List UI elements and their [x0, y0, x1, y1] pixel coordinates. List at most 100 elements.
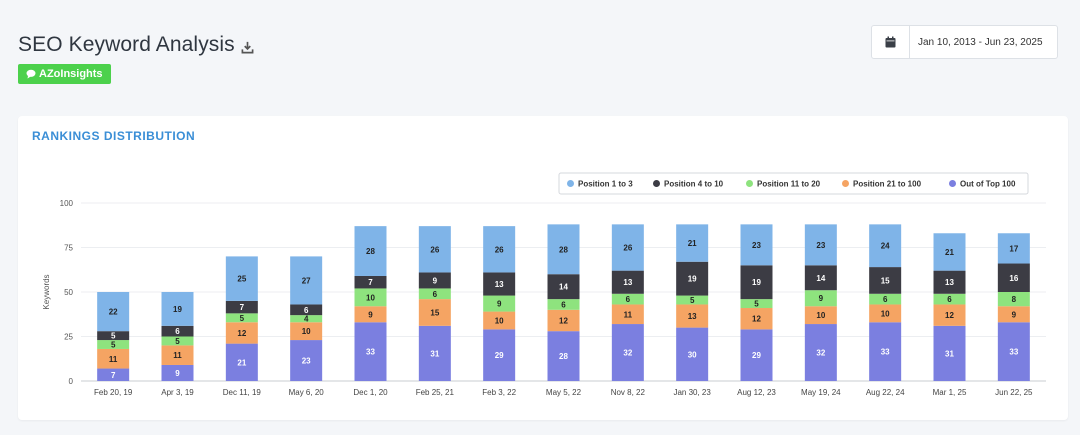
page-title: SEO Keyword Analysis	[18, 33, 254, 57]
bar-segment	[354, 306, 387, 323]
y-tick-label: 0	[69, 377, 74, 386]
data-label: 5	[240, 314, 245, 323]
data-label: 19	[173, 305, 182, 314]
data-label: 5	[111, 341, 116, 350]
bar-segment	[97, 368, 130, 381]
data-label: 31	[430, 349, 439, 358]
bar-segment	[418, 325, 451, 381]
bar-segment	[997, 292, 1030, 307]
data-label: 10	[302, 327, 311, 336]
bar-segment	[804, 224, 837, 266]
bar-segment	[804, 290, 837, 307]
data-label: 13	[688, 312, 697, 321]
bar-segment	[547, 224, 580, 275]
bar-segment	[676, 261, 709, 296]
bar-segment	[354, 322, 387, 381]
bar-segment	[740, 308, 773, 330]
bar-segment	[161, 345, 194, 365]
data-label: 10	[816, 311, 825, 320]
data-label: 33	[881, 348, 890, 357]
bar-segment	[547, 331, 580, 381]
bar-segment	[547, 274, 580, 300]
data-label: 28	[366, 247, 375, 256]
bar-segment	[611, 324, 644, 381]
data-label: 33	[366, 348, 375, 357]
bar-segment	[483, 311, 516, 330]
brand-badge[interactable]: AZoInsights	[18, 64, 111, 84]
data-label: 11	[173, 351, 182, 360]
data-label: 9	[1012, 310, 1017, 319]
data-label: 5	[754, 300, 759, 309]
bar-segment	[354, 288, 387, 307]
bar-segment	[869, 304, 902, 323]
x-tick-label: Dec 1, 20	[353, 388, 388, 397]
x-tick-label: Aug 12, 23	[737, 388, 776, 397]
bar-segment	[676, 304, 709, 328]
bar-segment	[225, 343, 258, 381]
bar-segment	[997, 306, 1030, 323]
bar-segment	[418, 299, 451, 326]
x-tick-label: Aug 22, 24	[866, 388, 905, 397]
data-label: 26	[623, 244, 632, 253]
bar-segment	[161, 364, 194, 381]
y-tick-label: 25	[64, 333, 73, 342]
page-title-text: SEO Keyword Analysis	[18, 33, 235, 56]
data-label: 28	[559, 245, 568, 254]
bar-segment	[161, 336, 194, 346]
bar-segment	[290, 256, 323, 305]
data-label: 25	[237, 275, 246, 284]
chat-bubble-icon	[26, 69, 36, 79]
bar-segment	[997, 263, 1030, 292]
bar-segment	[611, 224, 644, 271]
data-label: 9	[175, 369, 180, 378]
bar-segment	[676, 295, 709, 305]
data-label: 21	[237, 358, 246, 367]
bar-segment	[933, 325, 966, 381]
data-label: 14	[816, 274, 825, 283]
data-label: 9	[819, 294, 824, 303]
legend-label: Position 21 to 100	[853, 180, 922, 189]
bar-segment	[611, 270, 644, 294]
download-icon[interactable]	[241, 41, 254, 54]
bar-segment	[740, 224, 773, 266]
data-label: 6	[433, 290, 438, 299]
x-tick-label: May 5, 22	[546, 388, 582, 397]
bar-segment	[97, 340, 130, 349]
x-tick-label: Dec 11, 19	[223, 388, 262, 397]
calendar-button[interactable]	[872, 26, 910, 58]
data-label: 6	[304, 306, 309, 315]
bar-segment	[547, 299, 580, 310]
data-label: 23	[752, 241, 761, 250]
x-tick-label: Feb 25, 21	[416, 388, 455, 397]
data-label: 5	[111, 332, 116, 341]
bar-segment	[611, 293, 644, 305]
data-label: 13	[495, 280, 504, 289]
legend-label: Position 1 to 3	[578, 180, 633, 189]
calendar-icon	[885, 36, 896, 48]
bar-segment	[483, 329, 516, 381]
bar-segment	[804, 306, 837, 325]
data-label: 13	[623, 278, 632, 287]
data-label: 27	[302, 276, 311, 285]
data-label: 23	[816, 241, 825, 250]
legend-box	[558, 172, 1029, 195]
data-label: 10	[881, 309, 890, 318]
data-label: 19	[752, 278, 761, 287]
brand-badge-label: AZoInsights	[39, 68, 103, 80]
bar-segment	[225, 322, 258, 344]
bar-segment	[225, 300, 258, 314]
legend-label: Position 11 to 20	[757, 180, 821, 189]
data-label: 6	[175, 327, 180, 336]
bar-segment	[869, 267, 902, 294]
x-tick-label: Feb 3, 22	[482, 388, 516, 397]
data-label: 9	[368, 310, 373, 319]
y-tick-label: 100	[60, 199, 74, 208]
date-range-picker[interactable]: Jan 10, 2013 - Jun 23, 2025	[871, 25, 1058, 59]
bar-segment	[97, 331, 130, 341]
data-label: 12	[945, 311, 954, 320]
data-label: 33	[1009, 348, 1018, 357]
bar-segment	[804, 324, 837, 381]
bar-segment	[290, 340, 323, 381]
data-label: 11	[109, 355, 118, 364]
